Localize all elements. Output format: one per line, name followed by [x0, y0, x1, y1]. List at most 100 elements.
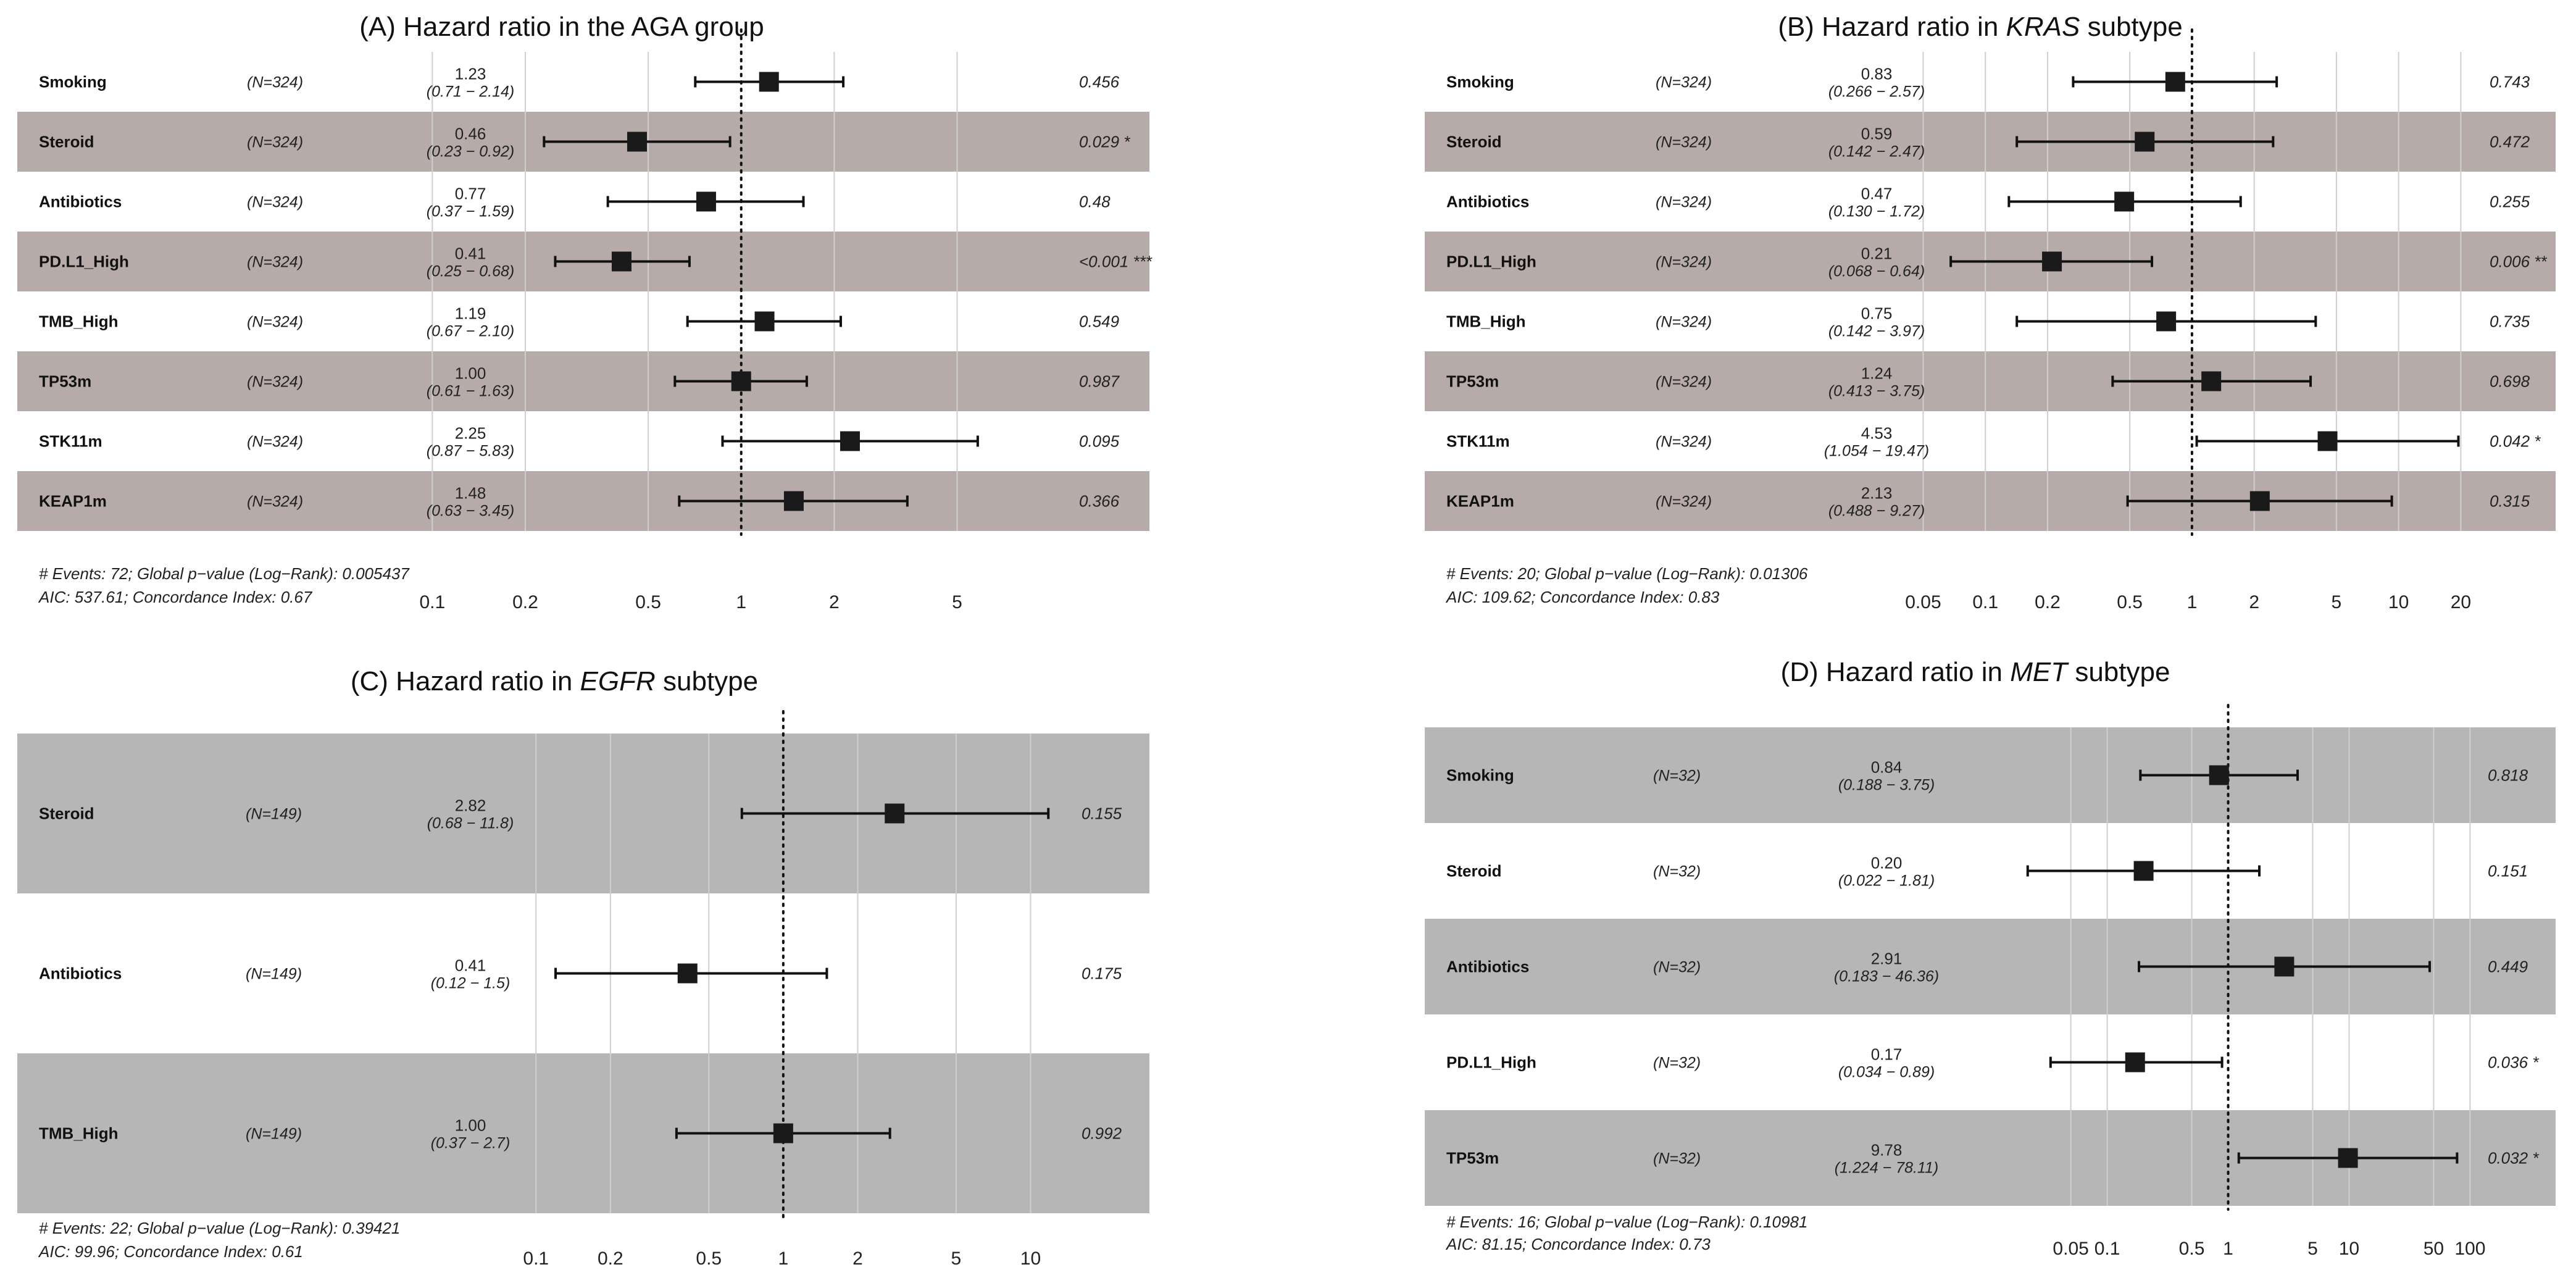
forest-row: PD.L1_High (N=32) 0.17(0.034 − 0.89) 0.036 …: [1446, 1045, 2539, 1081]
hr-point: [2133, 861, 2154, 881]
row-variable: TP53m: [39, 372, 91, 391]
row-variable: Steroid: [39, 805, 94, 823]
x-tick-label: 0.5: [696, 1248, 722, 1269]
hr-point: [2274, 956, 2295, 977]
row-hr-text: 0.41: [455, 245, 486, 263]
forest-row: TP53m (N=324) 1.00(0.61 − 1.63) 0.987: [39, 364, 1120, 400]
row-variable: PD.L1_High: [1446, 253, 1536, 271]
row-variable: Steroid: [39, 133, 94, 151]
forest-panel-b: (B) Hazard ratio in KRAS subtype Smoking (…: [1425, 12, 2556, 612]
x-tick-label: 0.1: [1972, 592, 1998, 612]
row-n: (N=324): [247, 254, 303, 271]
row-variable: TMB_High: [39, 1124, 119, 1143]
panel-title: (C) Hazard ratio in EGFR subtype: [351, 666, 758, 696]
footer-aic: AIC: 81.15; Concordance Index: 0.73: [1445, 1235, 1711, 1253]
row-variable: Steroid: [1446, 862, 1502, 880]
hr-point: [2249, 491, 2270, 511]
title-prefix: (C) Hazard ratio in: [351, 666, 580, 696]
row-n: (N=324): [247, 194, 303, 211]
forest-row: Steroid (N=324) 0.59(0.142 − 2.47) 0.472: [1446, 125, 2530, 161]
x-tick-label: 0.2: [598, 1248, 623, 1269]
x-tick-label: 0.1: [419, 592, 445, 612]
hr-point: [2125, 1052, 2145, 1072]
row-p-value: 0.818: [2488, 766, 2528, 785]
row-p-value: 0.992: [1082, 1124, 1122, 1143]
hr-point: [783, 491, 804, 511]
x-tick-label: 10: [1020, 1248, 1041, 1269]
x-tick-label: 1: [778, 1248, 789, 1269]
hr-point: [696, 191, 716, 212]
x-tick-label: 0.05: [1905, 592, 1941, 612]
row-ci-text: (0.37 − 1.59): [427, 203, 514, 220]
row-n: (N=149): [246, 966, 302, 983]
row-p-value: 0.315: [2490, 492, 2530, 511]
row-variable: KEAP1m: [1446, 492, 1514, 511]
row-n: (N=324): [1656, 314, 1712, 331]
row-n: (N=324): [247, 134, 303, 151]
row-shade: [17, 351, 1149, 411]
row-p-value: 0.366: [1079, 492, 1120, 511]
hr-point: [754, 311, 775, 332]
hr-point: [611, 251, 631, 272]
row-n: (N=149): [246, 806, 302, 823]
row-variable: Smoking: [39, 73, 107, 91]
row-p-value: 0.255: [2490, 193, 2530, 211]
title-suffix: subtype: [2080, 12, 2182, 42]
forest-row: PD.L1_High (N=324) 0.21(0.068 − 0.64) 0.006…: [1446, 245, 2547, 280]
row-ci-text: (0.23 − 0.92): [427, 143, 514, 161]
x-tick-label: 0.1: [2095, 1239, 2120, 1259]
row-p-value: 0.743: [2490, 73, 2530, 91]
x-tick-label: 2: [852, 1248, 863, 1269]
title-prefix: (D) Hazard ratio in: [1781, 657, 2011, 687]
row-p-value: 0.029 *: [1079, 133, 1130, 151]
row-p-value: 0.095: [1079, 432, 1120, 451]
panel-title: (A) Hazard ratio in the AGA group: [359, 12, 764, 42]
row-hr-text: 1.19: [455, 304, 486, 323]
row-hr-text: 1.48: [455, 484, 486, 503]
panel-title: (D) Hazard ratio in MET subtype: [1781, 657, 2170, 687]
row-ci-text: (0.87 − 5.83): [427, 443, 514, 460]
title-prefix: (A) Hazard ratio in the AGA group: [359, 12, 764, 42]
row-ci-text: (0.63 − 3.45): [427, 503, 514, 520]
footer-events: # Events: 22; Global p−value (Log−Rank):…: [39, 1219, 400, 1237]
forest-panel-d: (D) Hazard ratio in MET subtype Smoking (N…: [1425, 657, 2556, 1259]
forest-row: Smoking (N=32) 0.84(0.188 − 3.75) 0.818: [1446, 758, 2528, 794]
row-ci-text: (0.130 − 1.72): [1828, 203, 1925, 220]
row-ci-text: (0.188 − 3.75): [1838, 777, 1935, 794]
hr-point: [840, 431, 860, 451]
row-ci-text: (0.61 − 1.63): [427, 383, 514, 400]
row-n: (N=324): [247, 74, 303, 91]
hr-point: [2135, 132, 2155, 152]
row-p-value: 0.735: [2490, 312, 2530, 331]
hr-point: [773, 1123, 793, 1143]
row-shade: [17, 1053, 1149, 1213]
row-n: (N=324): [1656, 194, 1712, 211]
row-hr-text: 1.24: [1861, 364, 1893, 383]
row-n: (N=324): [247, 374, 303, 391]
x-tick-label: 0.5: [2179, 1239, 2205, 1259]
forest-row: TMB_High (N=324) 1.19(0.67 − 2.10) 0.549: [39, 304, 1119, 340]
row-p-value: 0.175: [1082, 964, 1122, 983]
forest-row: KEAP1m (N=324) 1.48(0.63 − 3.45) 0.366: [39, 484, 1120, 520]
row-variable: TP53m: [1446, 1149, 1499, 1168]
row-p-value: 0.549: [1079, 312, 1119, 331]
row-variable: PD.L1_High: [39, 253, 129, 271]
row-n: (N=324): [1656, 74, 1712, 91]
hr-point: [677, 963, 698, 984]
forest-panel-a: (A) Hazard ratio in the AGA group Smoking…: [17, 12, 1153, 612]
forest-row: Smoking (N=324) 0.83(0.266 − 2.57) 0.743: [1446, 65, 2530, 101]
row-ci-text: (0.12 − 1.5): [431, 975, 511, 992]
row-variable: TMB_High: [39, 312, 119, 331]
x-tick-label: 1: [2187, 592, 2198, 612]
x-tick-label: 0.2: [512, 592, 538, 612]
row-hr-text: 2.91: [1871, 950, 1903, 968]
row-p-value: 0.006 **: [2490, 253, 2547, 271]
forest-row: Antibiotics (N=149) 0.41(0.12 − 1.5) 0.175: [39, 956, 1122, 992]
hr-point: [2114, 191, 2135, 212]
row-hr-text: 0.17: [1871, 1045, 1903, 1064]
row-p-value: 0.032 *: [2488, 1149, 2539, 1168]
x-tick-label: 10: [2388, 592, 2409, 612]
row-variable: Steroid: [1446, 133, 1502, 151]
title-subtype: KRAS: [2006, 12, 2080, 42]
row-hr-text: 2.25: [455, 424, 486, 443]
